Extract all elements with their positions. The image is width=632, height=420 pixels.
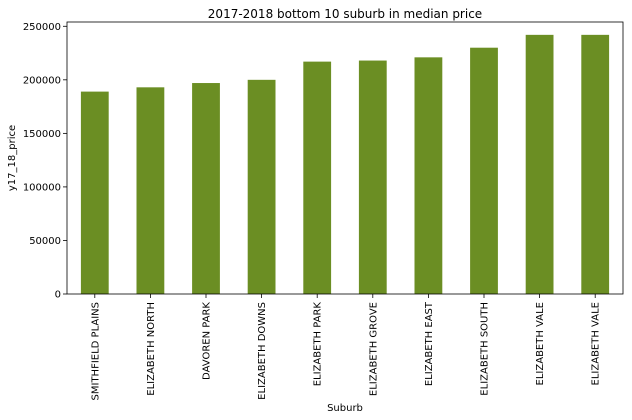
bar bbox=[136, 87, 165, 294]
y-tick-label: 100000 bbox=[23, 182, 61, 193]
y-axis: 0 50000 100000 150000 200000 250000 bbox=[23, 22, 67, 301]
bars bbox=[80, 34, 610, 295]
bar bbox=[470, 47, 498, 294]
bar bbox=[414, 57, 443, 295]
x-tick-label: ELIZABETH VALE bbox=[591, 302, 602, 385]
y-tick-label: 200000 bbox=[23, 75, 61, 86]
plot-frame bbox=[66, 21, 624, 295]
x-tick-label: ELIZABETH PARK bbox=[313, 302, 324, 387]
y-axis-label: y17_18_price bbox=[7, 125, 18, 191]
x-tick-label: ELIZABETH EAST bbox=[424, 301, 435, 386]
y-tick-label: 150000 bbox=[23, 129, 61, 140]
bar bbox=[247, 79, 276, 294]
y-tick-label: 250000 bbox=[23, 22, 61, 33]
chart-title: 2017-2018 bottom 10 suburb in median pri… bbox=[208, 7, 482, 21]
x-tick-label: ELIZABETH VALE bbox=[535, 302, 546, 385]
bar bbox=[80, 91, 109, 295]
x-tick-label: ELIZABETH DOWNS bbox=[257, 302, 268, 400]
x-tick-label: DAVOREN PARK bbox=[202, 302, 213, 380]
x-tick-label: ELIZABETH SOUTH bbox=[480, 302, 491, 396]
bar bbox=[525, 34, 554, 294]
x-tick-label: SMITHFIELD PLAINS bbox=[90, 302, 101, 400]
y-tick-label: 50000 bbox=[29, 236, 61, 247]
bar bbox=[192, 83, 220, 294]
bar bbox=[581, 34, 610, 294]
x-tick-label: ELIZABETH GROVE bbox=[368, 302, 379, 396]
x-axis-label: Suburb bbox=[327, 403, 363, 414]
x-axis: SMITHFIELD PLAINS ELIZABETH NORTH DAVOREN … bbox=[90, 294, 602, 400]
y-tick-label: 0 bbox=[55, 290, 61, 301]
x-tick-label: ELIZABETH NORTH bbox=[146, 302, 157, 396]
bar bbox=[358, 60, 387, 295]
bar bbox=[303, 61, 332, 295]
